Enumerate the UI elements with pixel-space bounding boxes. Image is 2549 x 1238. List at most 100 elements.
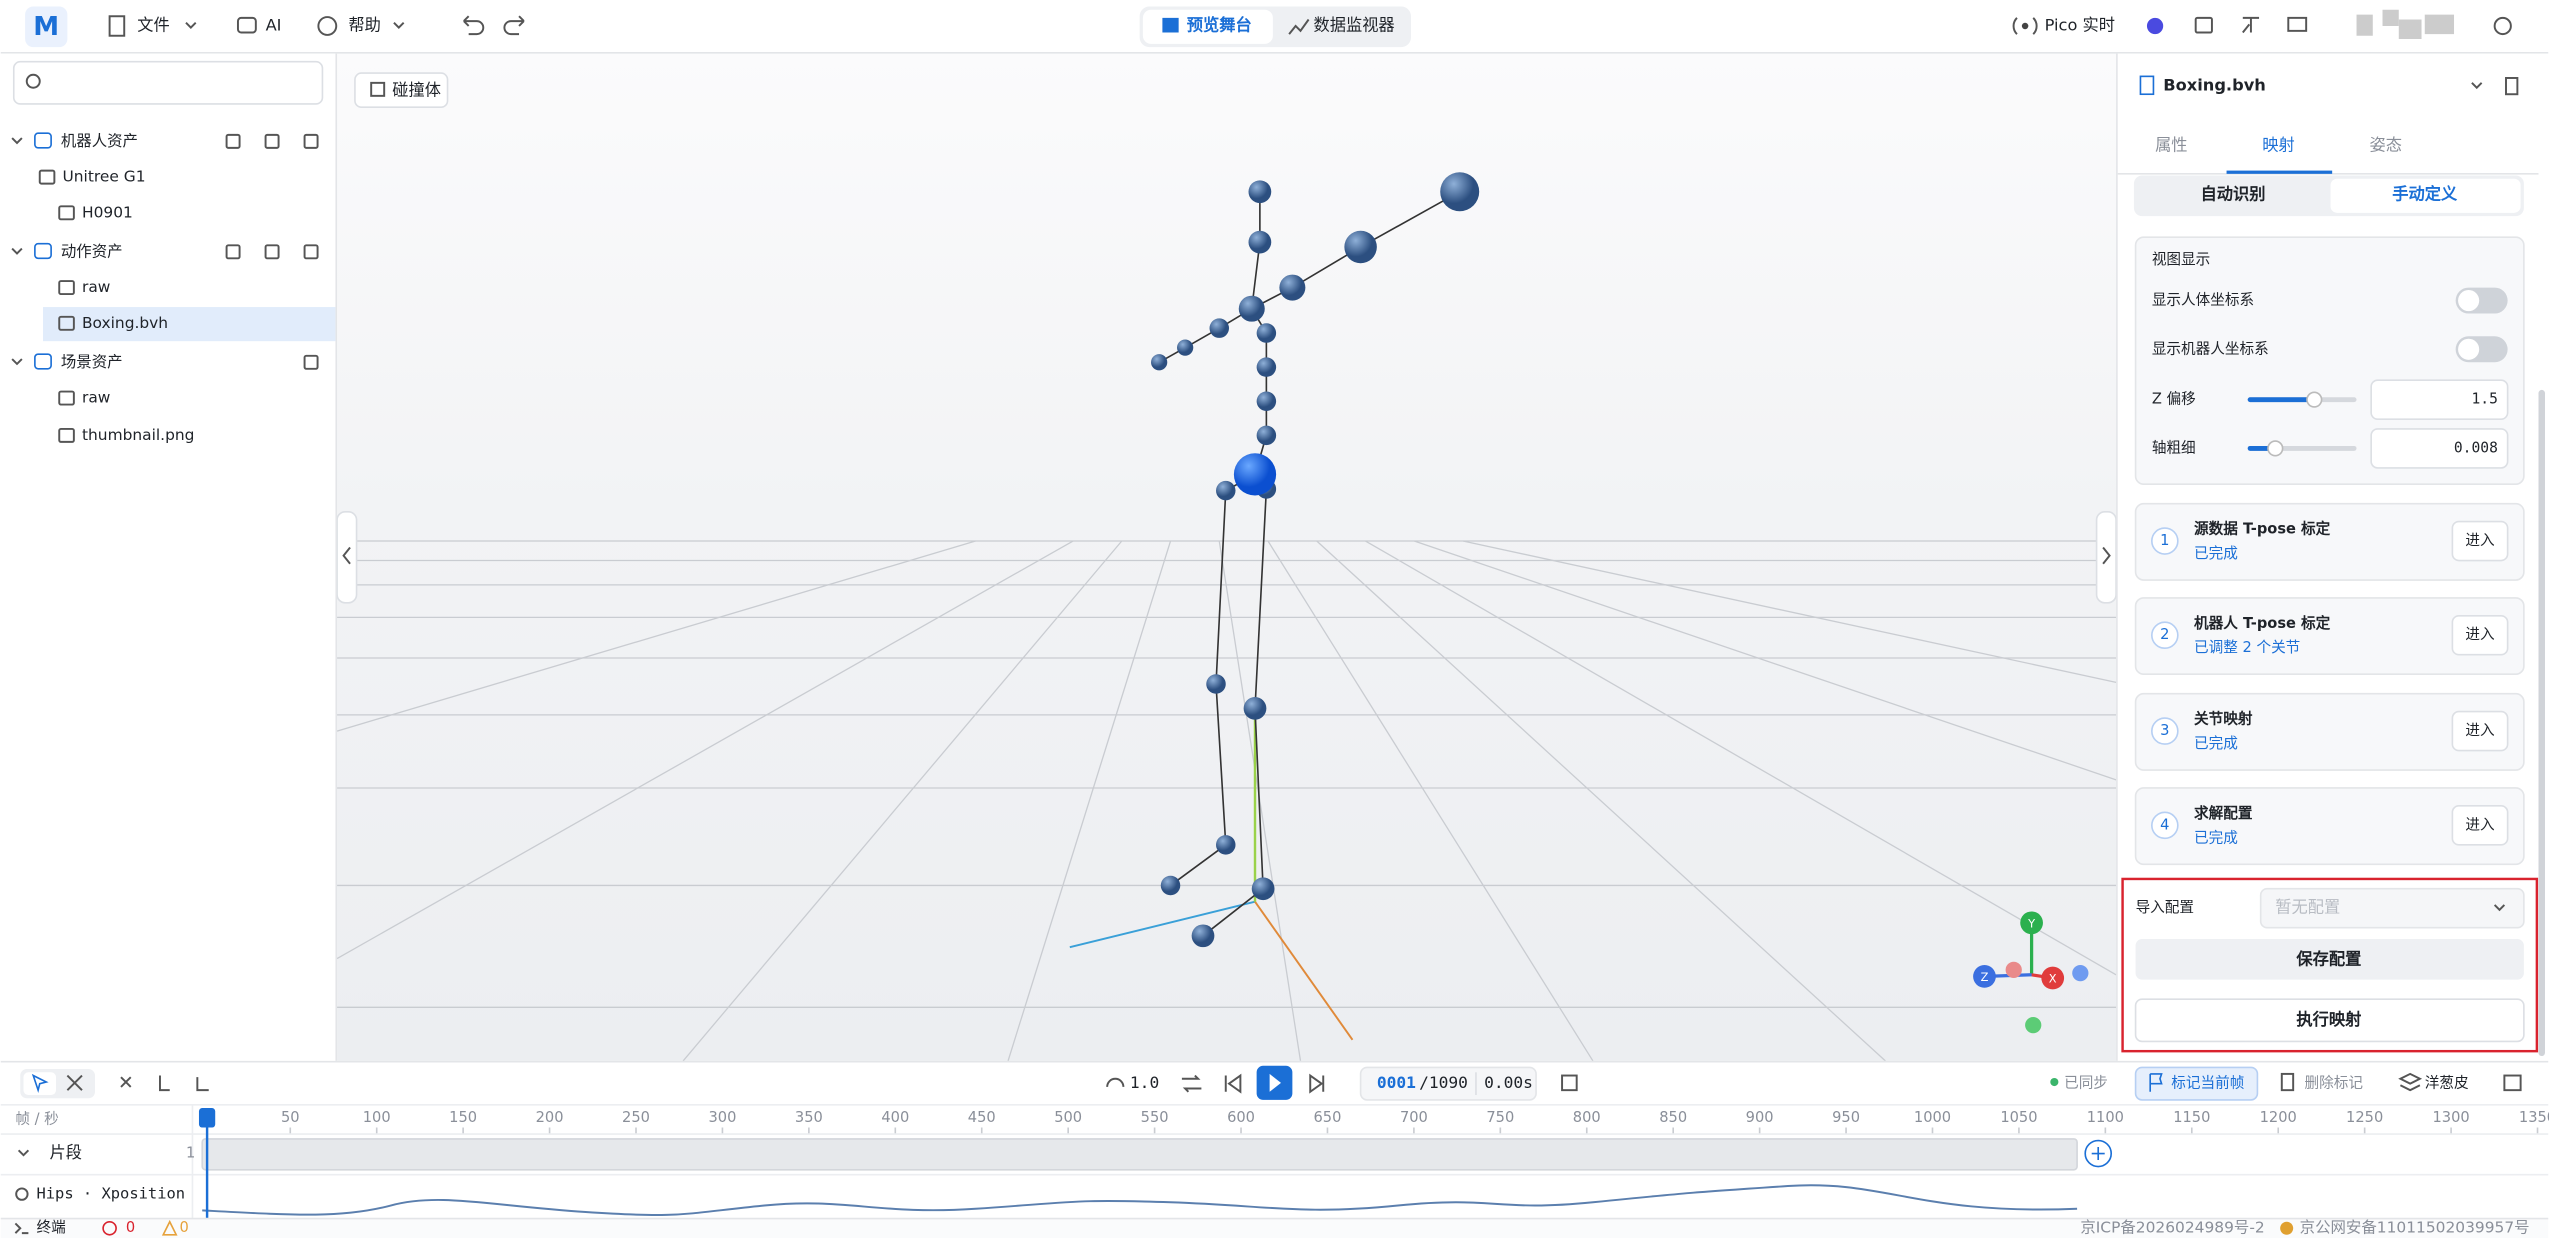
menu[interactable]: 文件 <box>137 15 169 34</box>
delete-mark-button[interactable]: 删除标记 <box>2305 1075 2364 1092</box>
current-time: 0.00s <box>1484 1073 1533 1092</box>
group-icon <box>34 353 52 370</box>
ruler-label: 950 <box>1832 1109 1860 1126</box>
stage-tab[interactable]: 预览舞台 <box>1187 15 1252 34</box>
slider-label: 轴粗细 <box>2152 439 2196 456</box>
tree-item[interactable]: thumbnail.png <box>82 426 194 444</box>
menu[interactable]: AI <box>266 15 282 34</box>
tree-item[interactable]: raw <box>82 278 110 296</box>
group-action[interactable] <box>225 133 241 149</box>
group-action[interactable] <box>303 354 319 370</box>
ruler-label: 1150 <box>2173 1109 2210 1126</box>
icp-link[interactable]: 京ICP备2026024989号-2 <box>2080 1219 2264 1237</box>
group-action[interactable] <box>264 133 280 149</box>
group-action[interactable] <box>303 133 319 149</box>
item-icon <box>58 390 75 406</box>
terminal-button[interactable]: 终端 <box>37 1219 66 1236</box>
track-label: 片段 <box>49 1143 81 1162</box>
toggle-label: 显示人体坐标系 <box>2152 292 2254 309</box>
speed[interactable]: 1.0 <box>1130 1073 1159 1092</box>
axis-gizmo: Y Z X <box>1973 911 2089 1034</box>
step-button[interactable]: 进入 <box>2465 626 2495 643</box>
panel-tab[interactable]: 属性 <box>2155 136 2187 155</box>
ruler-label: 1200 <box>2260 1109 2297 1126</box>
file-title: Boxing.bvh <box>2163 76 2266 95</box>
step-card <box>2134 597 2525 676</box>
mark-button[interactable]: 标记当前帧 <box>2171 1075 2244 1092</box>
ruler-label: 900 <box>1746 1109 1774 1126</box>
step-button-bg <box>2451 614 2509 656</box>
toggle-label: 显示机器人坐标系 <box>2152 340 2269 357</box>
tree-item[interactable]: H0901 <box>82 203 133 221</box>
group-action[interactable] <box>264 244 280 260</box>
ruler-label: 700 <box>1400 1109 1428 1126</box>
ruler-label: 300 <box>708 1109 736 1126</box>
step-button[interactable]: 进入 <box>2465 816 2495 833</box>
viewport: 碰撞体 Y Z X <box>336 53 2117 1062</box>
police-link[interactable]: 京公网安备11011502039957号 <box>2300 1219 2530 1237</box>
total-frames: /1090 <box>1419 1073 1468 1092</box>
sidebar: 机器人资产 Unitree G1 H0901 动作资产 raw Boxing.bvh 场景资… <box>0 53 338 1061</box>
caret <box>11 358 23 366</box>
tree-item[interactable]: raw <box>82 389 110 407</box>
tree-group[interactable]: 动作资产 <box>61 242 123 260</box>
track-count: 1 <box>186 1145 195 1162</box>
import-label: 导入配置 <box>2136 899 2194 916</box>
step-button-bg <box>2451 710 2509 752</box>
error-count[interactable]: 0 <box>126 1219 135 1236</box>
group-action[interactable] <box>225 244 241 260</box>
step-status: 已完成 <box>2194 735 2238 752</box>
ruler-label: 1350 <box>2519 1109 2549 1126</box>
step-title: 源数据 T-pose 标定 <box>2194 520 2331 538</box>
collider-button[interactable]: 碰撞体 <box>392 80 441 99</box>
import-select[interactable]: 暂无配置 <box>2275 898 2340 917</box>
item-icon <box>58 427 75 443</box>
ruler-label: 500 <box>1054 1109 1082 1126</box>
step-button-bg <box>2451 805 2509 846</box>
menu[interactable]: 帮助 <box>348 15 380 34</box>
tree-item[interactable]: Unitree G1 <box>62 168 145 186</box>
step-title: 求解配置 <box>2194 804 2253 822</box>
axis-label: Y <box>2027 916 2035 930</box>
panel-tab[interactable]: 映射 <box>2262 136 2294 155</box>
ruler-label: 1300 <box>2432 1109 2469 1126</box>
live-status[interactable]: Pico 实时 <box>2045 15 2115 34</box>
panel-tab[interactable]: 姿态 <box>2370 136 2402 155</box>
ruler-label: 650 <box>1314 1109 1342 1126</box>
axis-label: Z <box>1981 970 1989 984</box>
tree-group[interactable]: 场景资产 <box>61 353 123 371</box>
step-button[interactable]: 进入 <box>2465 722 2495 739</box>
ruler-label: 帧 / 秒 <box>15 1110 58 1127</box>
save-button[interactable]: 保存配置 <box>2295 950 2361 969</box>
run-button[interactable]: 执行映射 <box>2296 1010 2361 1029</box>
item-icon <box>58 315 75 331</box>
step-card <box>2134 692 2525 771</box>
step-number: 2 <box>2160 626 2169 643</box>
slider-value[interactable]: 1.5 <box>2471 391 2497 408</box>
mode-button[interactable]: 手动定义 <box>2392 184 2458 203</box>
logo[interactable]: M <box>33 12 59 42</box>
step-badge <box>2151 811 2179 840</box>
ruler-label: 250 <box>622 1109 650 1126</box>
step-button[interactable]: 进入 <box>2465 532 2495 549</box>
item-icon <box>38 169 56 185</box>
curve-label: Hips · Xposition <box>37 1185 186 1203</box>
group-icon <box>34 132 52 149</box>
ruler-label: 350 <box>795 1109 823 1126</box>
tree-group[interactable]: 机器人资产 <box>61 132 138 150</box>
current-frame[interactable]: 0001 <box>1377 1073 1416 1092</box>
sync-status: 已同步 <box>2064 1075 2108 1092</box>
step-badge <box>2151 621 2179 650</box>
mode-button[interactable]: 自动识别 <box>2201 184 2266 203</box>
onion-button[interactable]: 洋葱皮 <box>2425 1075 2469 1092</box>
monitor-tab[interactable]: 数据监视器 <box>1313 15 1394 34</box>
axis-label: X <box>2049 972 2057 986</box>
ruler-label: 400 <box>881 1109 909 1126</box>
slider-value[interactable]: 0.008 <box>2454 439 2498 456</box>
item-icon <box>58 280 75 296</box>
step-card <box>2134 502 2525 581</box>
group-action[interactable] <box>303 244 319 260</box>
tree-item[interactable]: Boxing.bvh <box>82 314 168 332</box>
warning-count[interactable]: 0 <box>179 1219 188 1236</box>
